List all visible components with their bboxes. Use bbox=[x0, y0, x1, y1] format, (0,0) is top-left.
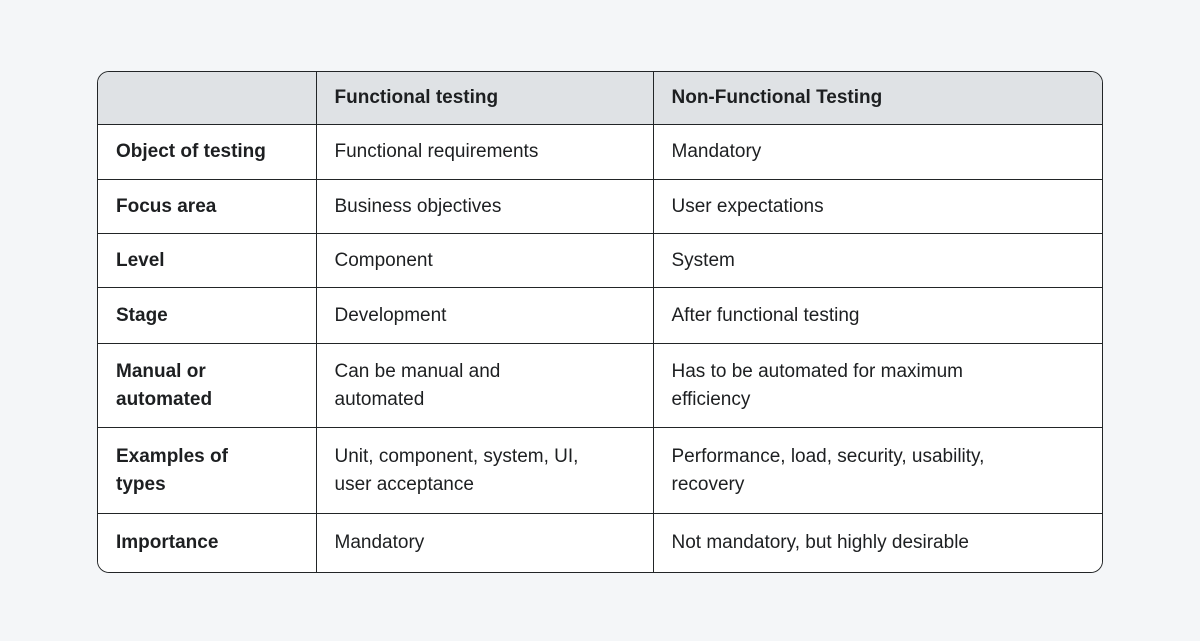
row-label-object-of-testing: Object of testing bbox=[98, 124, 317, 180]
cell-non-functional: System bbox=[653, 233, 1102, 288]
cell-functional: Component bbox=[316, 233, 654, 288]
cell-non-functional: After functional testing bbox=[653, 287, 1102, 344]
cell-non-functional: User expectations bbox=[653, 179, 1102, 234]
cell-functional: Development bbox=[316, 287, 654, 344]
row-label-examples-of-types: Examples of types bbox=[98, 427, 317, 514]
row-label-manual-or-automated: Manual or automated bbox=[98, 343, 317, 428]
table-row: Manual or automated Can be manual and au… bbox=[98, 343, 1102, 428]
cell-functional: Can be manual and automated bbox=[316, 343, 654, 428]
cell-functional: Functional requirements bbox=[316, 124, 654, 180]
header-cell-non-functional-testing: Non-Functional Testing bbox=[653, 72, 1102, 125]
row-label-focus-area: Focus area bbox=[98, 179, 317, 234]
row-label-stage: Stage bbox=[98, 287, 317, 344]
table-row: Focus area Business objectives User expe… bbox=[98, 179, 1102, 234]
table-row: Importance Mandatory Not mandatory, but … bbox=[98, 513, 1102, 572]
header-cell-functional-testing: Functional testing bbox=[316, 72, 654, 125]
table-row: Examples of types Unit, component, syste… bbox=[98, 427, 1102, 514]
cell-non-functional: Has to be automated for maximum efficien… bbox=[653, 343, 1102, 428]
comparison-table: Functional testing Non-Functional Testin… bbox=[98, 72, 1102, 572]
row-label-level: Level bbox=[98, 233, 317, 288]
cell-non-functional: Not mandatory, but highly desirable bbox=[653, 513, 1102, 572]
table-header-row: Functional testing Non-Functional Testin… bbox=[98, 72, 1102, 125]
cell-functional: Mandatory bbox=[316, 513, 654, 572]
cell-non-functional: Performance, load, security, usability, … bbox=[653, 427, 1102, 514]
row-label-importance: Importance bbox=[98, 513, 317, 572]
cell-functional: Business objectives bbox=[316, 179, 654, 234]
header-cell-empty bbox=[98, 72, 317, 125]
table-row: Level Component System bbox=[98, 233, 1102, 288]
comparison-table-card: Functional testing Non-Functional Testin… bbox=[97, 71, 1103, 573]
cell-functional: Unit, component, system, UI, user accept… bbox=[316, 427, 654, 514]
cell-non-functional: Mandatory bbox=[653, 124, 1102, 180]
table-row: Stage Development After functional testi… bbox=[98, 287, 1102, 344]
table-row: Object of testing Functional requirement… bbox=[98, 124, 1102, 180]
